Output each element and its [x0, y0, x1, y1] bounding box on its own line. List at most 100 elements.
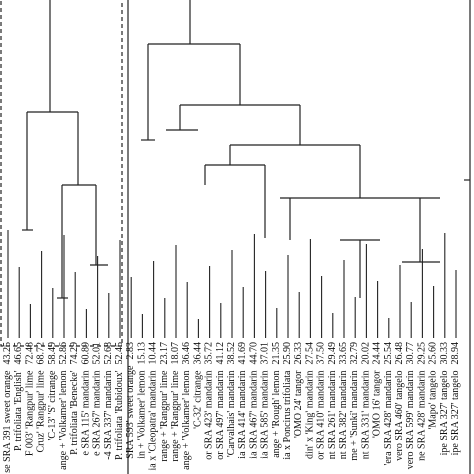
leaf-label: ange + 'Rough' lemon 21.35 [271, 342, 282, 458]
leaf-label: ia SRA 585' mandarin 37.01 [260, 342, 271, 459]
leaf-label: F 003' 'Rangpur' lime 72.48 [25, 342, 36, 456]
leaf-value: 38.52 [226, 342, 237, 365]
leaf-value: 21.35 [271, 342, 282, 365]
leaf-label: or SRA 410' mandarin 37.50 [316, 342, 327, 460]
leaf-label: ia x Poncirus trifoliata 25.90 [282, 342, 293, 460]
leaf-value: 43.25 [2, 342, 13, 365]
leaf-name: ipe SRA 327' tangelo [450, 371, 461, 456]
leaf-value: 30.33 [439, 342, 450, 365]
leaf-value: 15.13 [137, 342, 148, 365]
leaf-value: 60.89 [81, 342, 92, 365]
leaf-value: 20.02 [361, 342, 372, 365]
leaf-label: vero SRA 460' tangelo 26.48 [394, 342, 405, 461]
leaf-name: range + 'Rangpur' lime [170, 370, 181, 462]
leaf-name: 'C-13' 'S' citrange [47, 370, 58, 441]
leaf-name: range + 'Rangpur' lime [159, 370, 170, 462]
leaf-value: 52.86 [58, 342, 69, 365]
leaf-name: vero SRA 460' tangelo [394, 371, 405, 461]
leaf-name: 'C-32' citrange [193, 370, 204, 429]
leaf-name: se SRA 391 sweet orange [2, 370, 13, 473]
leaf-name: vero SRA 599' mandarin [405, 371, 416, 470]
leaf-name: ia x 'Cleopatra' mandarin [148, 371, 159, 471]
leaf-value: 28.94 [450, 342, 461, 365]
leaf-name: ange + 'Volkamer' lemon [181, 371, 192, 470]
leaf-label: ne SRA 428' mandarin 29.25 [417, 342, 428, 461]
leaf-value: 18.07 [170, 342, 181, 365]
leaf-value: 25.60 [428, 342, 439, 365]
leaf-name: ange + 'Volkamer' lemon [58, 371, 69, 470]
leaf-value: 37.50 [316, 342, 327, 365]
leaf-name: ia SRA 467' mandarin [249, 371, 260, 459]
leaf-name: P. trifoliata 'Rubidoux' [114, 370, 125, 460]
leaf-value: 36.46 [181, 342, 192, 365]
leaf-label: nt SRA 331' mandarin 20.02 [361, 342, 372, 459]
leaf-label: ia SRA 414' mandarin 41.69 [237, 342, 248, 459]
leaf-label: 'C-13' 'S' citrange 58.49 [47, 342, 58, 440]
leaf-value: 68.72 [36, 342, 47, 365]
leaf-label: 'Carvalhais' mandarin 38.52 [226, 342, 237, 457]
leaf-label: range + 'Rangpur' lime 18.07 [170, 342, 181, 462]
leaf-label: 'OMO 16' tangor 24.44 [372, 342, 383, 438]
dashed-box [0, 0, 123, 347]
leaf-value: 58.49 [47, 342, 58, 365]
leaf-label: e SRA 115' mandarin 60.89 [81, 342, 92, 456]
leaf-label: nt SRA 382' mandarin 33.65 [338, 342, 349, 459]
leaf-name: ne SRA 428' mandarin [417, 371, 428, 461]
leaf-name: ange + 'Rough' lemon [271, 371, 282, 458]
leaf-label: nt SRA 261' mandarin 29.49 [327, 342, 338, 459]
leaves: se SRA 391 sweet orange43.25P. trifoliat… [2, 230, 461, 473]
leaf-value: 36.44 [193, 342, 204, 365]
leaf-name: 'Carvalhais' mandarin [226, 371, 237, 458]
leaf-value: 10.44 [148, 342, 159, 365]
leaf-value: 24.44 [372, 342, 383, 365]
leaf-label: SRA 593' sweet orange 2.83 [125, 342, 136, 459]
leaf-name: or SRA 497' mandarin [215, 371, 226, 460]
leaf-name: ipe SRA 327' tangelo [439, 371, 450, 456]
leaf-name: ia SRA 414' mandarin [237, 371, 248, 459]
leaf-label: P. trifoliata 'Benecke' 74.29 [69, 342, 80, 455]
leaf-label: -4 SRA 337' mandarin 52.68 [103, 342, 114, 460]
leaf-label: or SRA 423' mandarin 35.72 [204, 342, 215, 460]
leaf-value: 27.54 [305, 342, 316, 365]
leaf-label: vero SRA 599' mandarin 30.77 [405, 342, 416, 469]
leaf-value: 35.72 [204, 342, 215, 365]
leaf-name: nt SRA 382' mandarin [338, 371, 349, 460]
leaf-label: P. trifoliata 'Rubidoux' 52.45 [114, 342, 125, 460]
leaf-value: 29.25 [417, 342, 428, 365]
leaf-label: range + 'Rangpur' lime 23.17 [159, 342, 170, 462]
leaf-label: 'era SRA 428' mandarin 25.54 [383, 342, 394, 465]
leaf-label: ange + 'Volkamer' lemon 36.46 [181, 342, 192, 470]
leaf-name: or SRA 410' mandarin [316, 371, 327, 460]
leaf-label: e SRA 267' mandarin 52.01 [92, 342, 103, 456]
leaf-name: 'era SRA 428' mandarin [383, 371, 394, 466]
leaf-name: P. trifoliata 'Benecke' [69, 370, 80, 455]
leaf-value: 23.17 [159, 342, 170, 365]
leaf-label: P. trifoliata 'English' 46.65 [13, 342, 24, 451]
leaf-name: Cruz' 'Rangpur' lime [36, 370, 47, 453]
leaf-label: 'OMO 24' tangor 26.33 [293, 342, 304, 438]
leaf-label: ange + 'Volkamer' lemon 52.86 [58, 342, 69, 470]
leaf-name: ia SRA 585' mandarin [260, 371, 271, 459]
leaf-value: 26.48 [394, 342, 405, 365]
leaf-label: ipe SRA 327' tangelo 28.94 [450, 342, 461, 455]
leaf-name: 'OMO 24' tangor [293, 370, 304, 438]
leaf-name: ia x Poncirus trifoliata [282, 370, 293, 460]
leaf-name: -4 SRA 337' mandarin [103, 371, 114, 460]
leaf-name: e SRA 115' mandarin [81, 371, 92, 456]
leaf-name: nt SRA 261' mandarin [327, 371, 338, 460]
leaf-label: 'Mapo' tangelo 25.60 [428, 342, 439, 429]
leaf-value: 2.83 [125, 342, 136, 360]
leaf-value: 41.12 [215, 342, 226, 365]
leaf-label: Cruz' 'Rangpur' lime 68.72 [36, 342, 47, 453]
leaf-name: me + 'Sunki' mandarin [349, 371, 360, 461]
leaf-value: 26.33 [293, 342, 304, 365]
leaf-name: 'Mapo' tangelo [428, 370, 439, 429]
leaf-value: 74.29 [69, 342, 80, 365]
leaf-name: in + 'Volkamer' lemon [137, 371, 148, 459]
leaf-name: din' x 'King' mandarin [305, 371, 316, 459]
leaf-name: F 003' 'Rangpur' lime [25, 370, 36, 456]
leaf-value: 32.79 [349, 342, 360, 365]
